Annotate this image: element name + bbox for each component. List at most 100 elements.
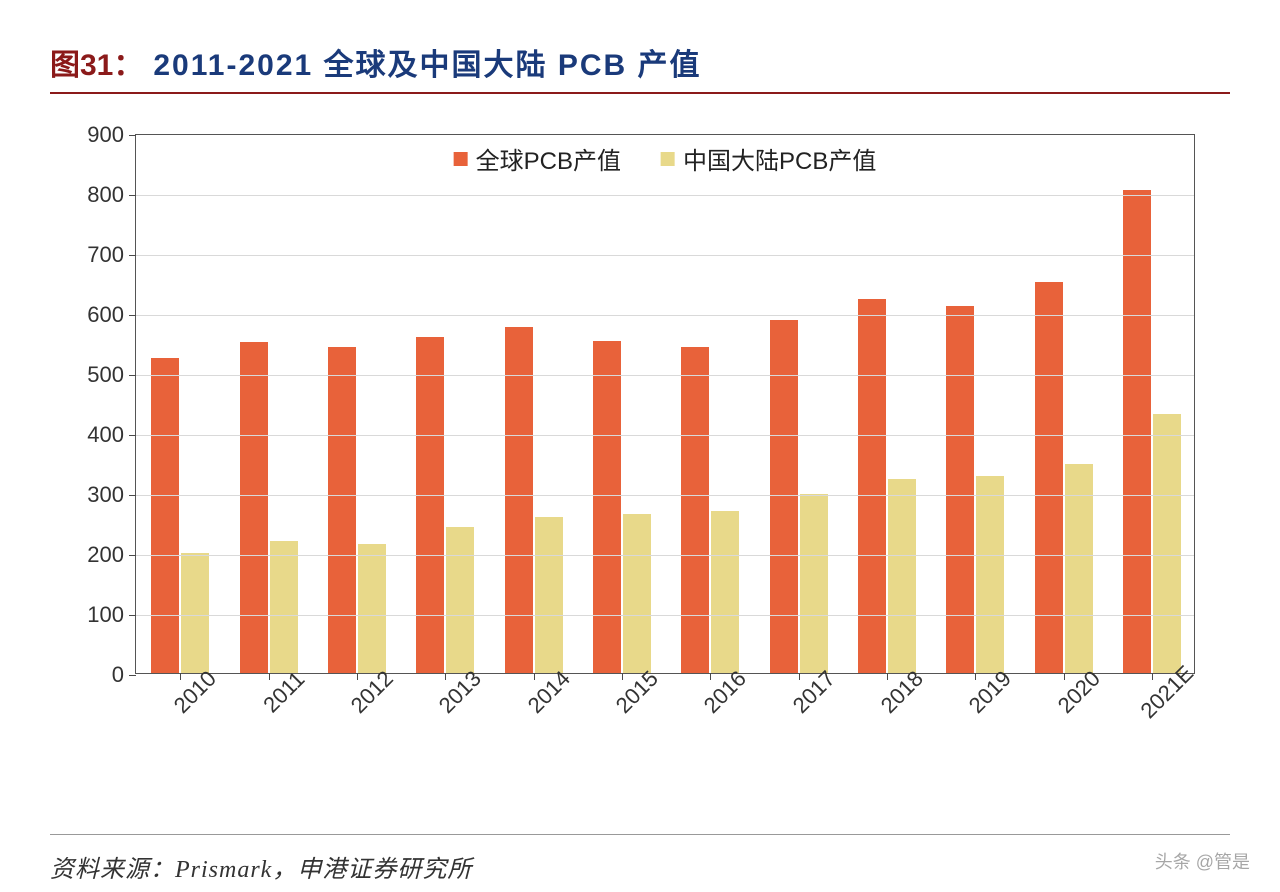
x-tick-label: 2016 bbox=[699, 666, 752, 719]
gridline bbox=[136, 555, 1194, 556]
y-tick-label: 600 bbox=[87, 302, 124, 328]
page: 图31： 2011-2021 全球及中国大陆 PCB 产值 全球PCB产值 中国… bbox=[0, 0, 1280, 892]
y-tick-mark bbox=[129, 375, 136, 376]
footer-rule bbox=[50, 834, 1230, 835]
x-tick-label: 2012 bbox=[346, 666, 399, 719]
x-tick-mark bbox=[269, 673, 270, 680]
bar-global bbox=[946, 306, 974, 673]
bar-china bbox=[976, 476, 1004, 673]
chart-title-main: 2011-2021 全球及中国大陆 PCB 产值 bbox=[153, 40, 701, 84]
x-tick-label: 2013 bbox=[434, 666, 487, 719]
bar-china bbox=[181, 553, 209, 673]
x-tick-mark bbox=[887, 673, 888, 680]
bar-group bbox=[151, 358, 209, 673]
bar-group bbox=[328, 347, 386, 673]
y-tick-label: 800 bbox=[87, 182, 124, 208]
legend-item-global: 全球PCB产值 bbox=[454, 141, 621, 176]
legend-swatch-global bbox=[454, 152, 468, 166]
x-tick-mark bbox=[357, 673, 358, 680]
bar-group bbox=[240, 342, 298, 673]
bar-china bbox=[800, 494, 828, 673]
legend-label-global: 全球PCB产值 bbox=[476, 141, 621, 176]
x-tick-mark bbox=[799, 673, 800, 680]
x-tick-label: 2017 bbox=[787, 666, 840, 719]
x-tick-mark bbox=[445, 673, 446, 680]
legend-swatch-china bbox=[661, 152, 675, 166]
x-tick-label: 2020 bbox=[1052, 666, 1105, 719]
bar-global bbox=[151, 358, 179, 673]
x-tick-mark bbox=[622, 673, 623, 680]
bar-group bbox=[416, 337, 474, 673]
y-tick-label: 400 bbox=[87, 422, 124, 448]
y-tick-label: 200 bbox=[87, 542, 124, 568]
y-tick-mark bbox=[129, 495, 136, 496]
bar-china bbox=[1153, 414, 1181, 673]
y-tick-mark bbox=[129, 135, 136, 136]
y-tick-label: 100 bbox=[87, 602, 124, 628]
bar-group bbox=[1123, 190, 1181, 673]
bars-layer bbox=[136, 135, 1194, 673]
x-tick-mark bbox=[1152, 673, 1153, 680]
x-tick-mark bbox=[1064, 673, 1065, 680]
gridline bbox=[136, 315, 1194, 316]
gridline bbox=[136, 375, 1194, 376]
x-tick-label: 2019 bbox=[964, 666, 1017, 719]
bar-global bbox=[328, 347, 356, 673]
source-text: 资料来源：Prismark，申港证券研究所 bbox=[50, 849, 1230, 884]
y-tick-mark bbox=[129, 615, 136, 616]
watermark: 头条 @管是 bbox=[1155, 848, 1250, 874]
bar-global bbox=[240, 342, 268, 673]
x-tick-mark bbox=[534, 673, 535, 680]
y-tick-mark bbox=[129, 435, 136, 436]
gridline bbox=[136, 255, 1194, 256]
y-tick-label: 700 bbox=[87, 242, 124, 268]
gridline bbox=[136, 195, 1194, 196]
y-tick-label: 0 bbox=[112, 662, 124, 688]
bar-china bbox=[446, 527, 474, 673]
gridline bbox=[136, 435, 1194, 436]
y-tick-label: 900 bbox=[87, 122, 124, 148]
bar-group bbox=[681, 347, 739, 673]
bar-global bbox=[681, 347, 709, 673]
chart-title-row: 图31： 2011-2021 全球及中国大陆 PCB 产值 bbox=[50, 40, 1230, 84]
x-tick-mark bbox=[710, 673, 711, 680]
bar-global bbox=[416, 337, 444, 673]
bar-china bbox=[535, 517, 563, 673]
x-tick-label: 2010 bbox=[169, 666, 222, 719]
bar-global bbox=[770, 320, 798, 673]
gridline bbox=[136, 615, 1194, 616]
bar-global bbox=[1123, 190, 1151, 673]
x-tick-mark bbox=[180, 673, 181, 680]
x-tick-label: 2015 bbox=[611, 666, 664, 719]
x-tick-mark bbox=[975, 673, 976, 680]
chart-legend: 全球PCB产值 中国大陆PCB产值 bbox=[454, 141, 877, 176]
bar-group bbox=[946, 306, 1004, 673]
bar-group bbox=[593, 341, 651, 673]
bar-china bbox=[888, 479, 916, 673]
y-tick-label: 300 bbox=[87, 482, 124, 508]
x-tick-label: 2018 bbox=[876, 666, 929, 719]
bar-china bbox=[270, 541, 298, 673]
x-tick-label: 2014 bbox=[522, 666, 575, 719]
legend-item-china: 中国大陆PCB产值 bbox=[661, 141, 876, 176]
y-tick-label: 500 bbox=[87, 362, 124, 388]
bar-china bbox=[623, 514, 651, 673]
x-tick-label: 2011 bbox=[258, 666, 310, 718]
bar-global bbox=[593, 341, 621, 673]
bar-group bbox=[770, 320, 828, 673]
bar-group bbox=[858, 299, 916, 673]
y-tick-mark bbox=[129, 195, 136, 196]
y-tick-mark bbox=[129, 555, 136, 556]
bar-china bbox=[711, 511, 739, 673]
y-tick-mark bbox=[129, 255, 136, 256]
legend-label-china: 中国大陆PCB产值 bbox=[683, 141, 876, 176]
bar-china bbox=[358, 544, 386, 673]
gridline bbox=[136, 495, 1194, 496]
chart-container: 全球PCB产值 中国大陆PCB产值 0 100 200 300 400 500 600 700… bbox=[65, 124, 1215, 764]
title-underline bbox=[50, 92, 1230, 94]
y-tick-mark bbox=[129, 675, 136, 676]
y-tick-mark bbox=[129, 315, 136, 316]
plot-area: 全球PCB产值 中国大陆PCB产值 0100200300400500600700… bbox=[135, 134, 1195, 674]
bar-global bbox=[858, 299, 886, 673]
chart-title-prefix: 图31： bbox=[50, 40, 143, 84]
